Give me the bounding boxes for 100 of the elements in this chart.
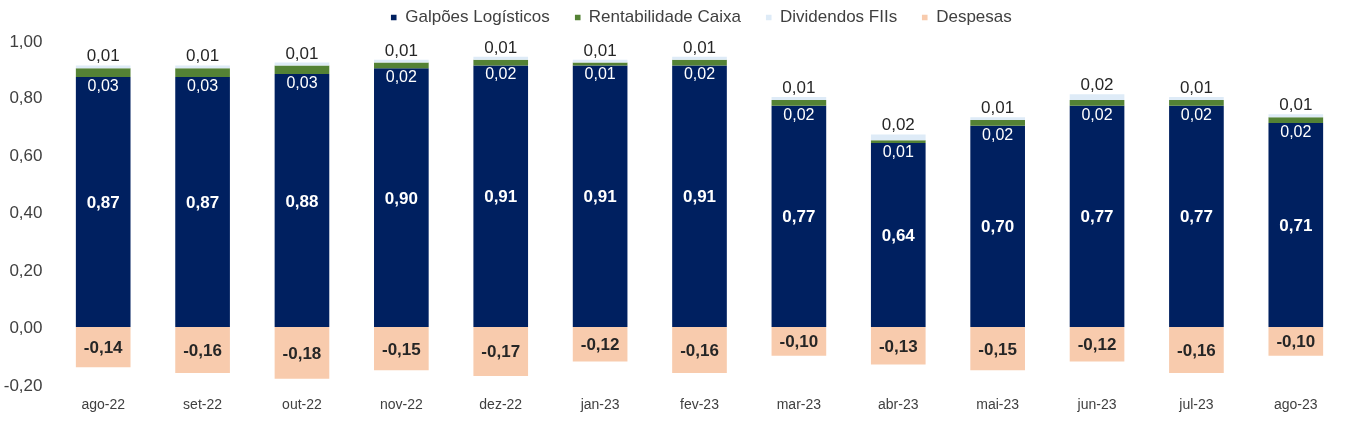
data-label: 0,01 — [86, 46, 120, 66]
legend-label: Rentabilidade Caixa — [588, 7, 741, 27]
bar — [1268, 114, 1324, 118]
bar — [374, 68, 429, 327]
y-tick-label: -0,20 — [3, 375, 43, 395]
bar — [970, 125, 1025, 327]
data-label: 0,77 — [782, 207, 816, 227]
bar — [771, 97, 827, 100]
bar — [175, 76, 230, 327]
data-label: 0,87 — [186, 192, 220, 212]
legend-label: Dividendos FIIs — [779, 7, 898, 27]
bar — [374, 327, 429, 371]
x-tick-label: dez-22 — [479, 395, 523, 412]
bar — [870, 134, 926, 141]
data-label: -0,18 — [282, 343, 322, 363]
bar — [1169, 99, 1224, 106]
bar — [1069, 94, 1125, 100]
bar — [672, 56, 727, 60]
data-label: -0,10 — [779, 332, 819, 352]
x-tick-label: mar-23 — [776, 395, 822, 412]
x-tick-label: abr-23 — [878, 395, 919, 412]
data-label: 0,01 — [882, 143, 914, 160]
x-tick-label: jun-23 — [1076, 395, 1117, 412]
data-label: 0,01 — [981, 98, 1015, 118]
y-tick-label: 0,00 — [9, 318, 43, 337]
data-label: 0,64 — [881, 226, 916, 245]
data-label: 0,87 — [86, 192, 120, 212]
x-tick-label: jul-23 — [1178, 395, 1214, 412]
data-label: 0,01 — [1279, 95, 1313, 115]
data-label: 0,02 — [1080, 75, 1114, 95]
data-label: 0,01 — [186, 46, 220, 66]
data-label: 0,91 — [484, 187, 518, 207]
data-label: 0,01 — [682, 37, 717, 57]
x-tick-label: fev-23 — [680, 395, 720, 412]
data-label: 0,01 — [584, 65, 616, 83]
data-label: -0,14 — [83, 338, 124, 358]
data-label: 0,02 — [385, 68, 418, 86]
data-label: 0,01 — [1179, 78, 1213, 97]
data-label: 0,02 — [881, 115, 915, 135]
data-label: 0,77 — [1179, 207, 1213, 227]
bar — [274, 327, 330, 379]
y-tick-label: 0,40 — [9, 203, 43, 222]
data-label: 0,01 — [782, 78, 816, 97]
bar — [473, 65, 529, 327]
data-label: 0,01 — [583, 40, 617, 60]
bar — [1169, 97, 1224, 100]
data-label: -0,16 — [183, 341, 222, 360]
data-label: 0,71 — [1279, 215, 1313, 235]
data-label: 0,70 — [981, 217, 1015, 237]
bar — [970, 117, 1025, 120]
bar — [473, 327, 529, 376]
data-label: -0,10 — [1276, 332, 1316, 352]
bar — [771, 99, 827, 106]
bar — [473, 56, 529, 60]
bar — [274, 65, 330, 74]
data-label: 0,02 — [1081, 105, 1113, 123]
data-label: 0,91 — [583, 187, 617, 207]
y-tick-label: 0,80 — [9, 88, 43, 107]
bar — [75, 76, 131, 327]
data-label: -0,15 — [381, 339, 421, 359]
bar — [672, 65, 727, 327]
x-tick-label: jan-23 — [579, 395, 620, 412]
bar — [1069, 105, 1125, 327]
data-label: 0,02 — [783, 105, 815, 123]
data-label: -0,12 — [580, 335, 620, 355]
bar — [870, 143, 926, 327]
bar — [374, 59, 429, 63]
bar — [75, 65, 131, 69]
bar — [1069, 99, 1125, 106]
data-label: -0,13 — [878, 336, 918, 356]
bar — [1268, 122, 1324, 327]
data-label: 0,03 — [87, 76, 119, 94]
bar — [1169, 327, 1224, 373]
data-label: -0,17 — [481, 342, 521, 362]
data-label: 0,01 — [384, 40, 418, 60]
data-label: -0,16 — [680, 341, 719, 360]
bar — [274, 74, 330, 327]
legend-label: Galpões Logísticos — [405, 7, 550, 27]
x-tick-label: nov-22 — [379, 395, 423, 412]
data-label: 0,01 — [484, 37, 518, 57]
data-label: -0,15 — [978, 339, 1018, 359]
data-label: 0,02 — [1280, 122, 1312, 140]
data-label: 0,02 — [485, 65, 517, 83]
legend-label: Despesas — [936, 7, 1012, 27]
data-label: 0,01 — [285, 43, 319, 63]
y-tick-label: 0,20 — [9, 260, 43, 280]
y-tick-label: 1,00 — [9, 31, 43, 51]
bar — [771, 105, 827, 327]
data-label: 0,02 — [1180, 105, 1213, 123]
data-label: 0,03 — [187, 76, 219, 94]
bar — [572, 65, 628, 327]
data-label: -0,16 — [1177, 341, 1216, 360]
x-tick-label: mai-23 — [976, 395, 1020, 412]
x-tick-label: ago-22 — [81, 395, 126, 412]
bar — [175, 65, 230, 69]
x-tick-label: set-22 — [183, 395, 223, 412]
data-label: 0,88 — [285, 191, 319, 211]
bar — [75, 68, 131, 77]
bar — [970, 120, 1025, 126]
bar — [1268, 117, 1324, 123]
